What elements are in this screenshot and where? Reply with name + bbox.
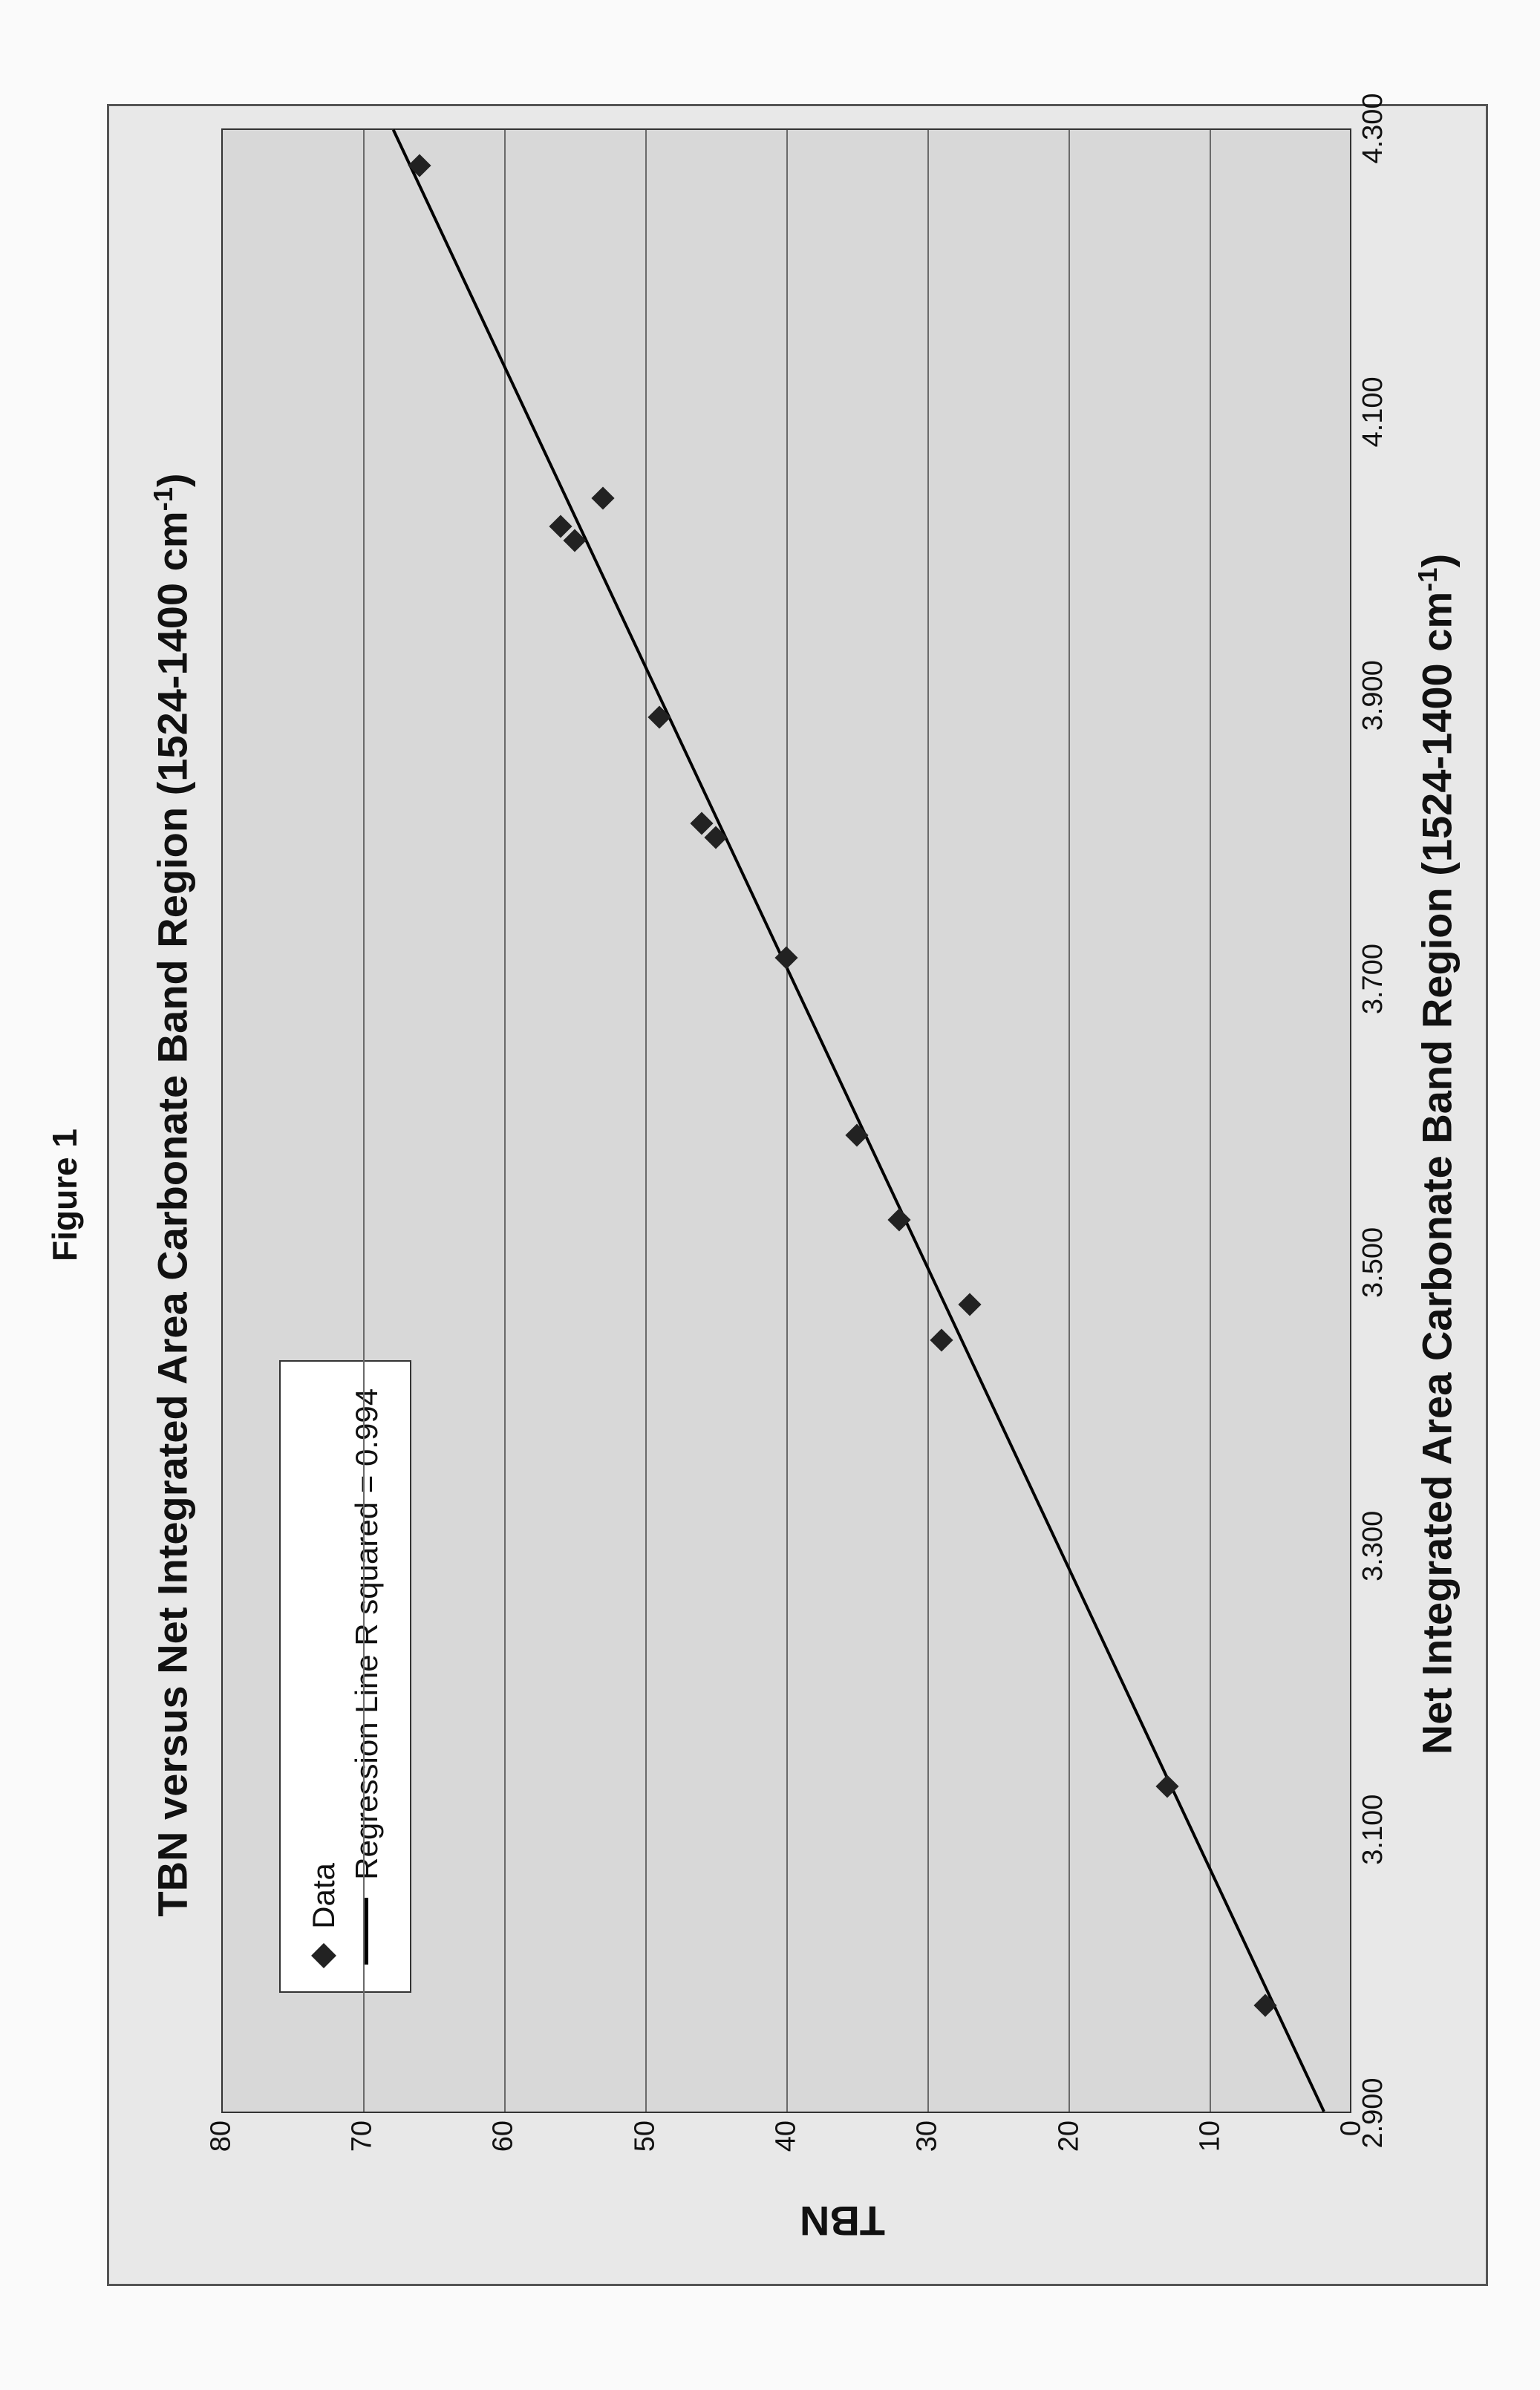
x-tick-label: 4.100 [1357,376,1389,447]
gridline [1210,130,1211,2112]
x-tick-label: 3.500 [1357,1227,1389,1298]
data-point [958,1293,981,1316]
x-tick-label: 3.300 [1357,1511,1389,1581]
gridline [786,130,788,2112]
x-tick-label: 2.900 [1357,2077,1389,2148]
plot-and-yticks: 01020304050607080 Data Regre [221,128,1352,2180]
plot-area: Data Regression Line R squared = 0.994 [221,128,1352,2113]
chart-title: TBN versus Net Integrated Area Carbonate… [146,143,199,2247]
gridline [504,130,506,2112]
x-axis-label: Net Integrated Area Carbonate Band Regio… [1411,128,1464,2180]
gridline [927,130,929,2112]
legend: Data Regression Line R squared = 0.994 [279,1360,411,1993]
y-axis-label-wrap: TBN [221,2180,1464,2262]
y-tick-label: 20 [1053,2120,1085,2152]
y-tick-label: 40 [771,2120,803,2152]
chart-frame: TBN versus Net Integrated Area Carbonate… [107,104,1488,2286]
x-tick-label: 4.300 [1357,93,1389,163]
y-tick-label: 70 [346,2120,378,2152]
x-tick-label: 3.900 [1357,660,1389,731]
plot-column: 01020304050607080 Data Regre [221,128,1464,2180]
legend-data-label: Data [306,1863,342,1929]
y-tick-label: 60 [488,2120,520,2152]
data-point [648,706,671,729]
legend-regression-label: Regression Line R squared = 0.994 [349,1388,385,1880]
legend-row-regression: Regression Line R squared = 0.994 [349,1388,385,1965]
gridline [363,130,365,2112]
y-tick-column: 01020304050607080 [221,2113,1352,2180]
y-tick-label: 80 [205,2120,237,2152]
data-point [930,1328,953,1351]
y-axis-label: TBN [800,2197,885,2245]
x-tick-label: 3.100 [1357,1795,1389,1865]
y-tick-label: 50 [629,2120,661,2152]
figure-label: Figure 1 [45,104,85,2286]
y-tick-label: 30 [912,2120,944,2152]
data-point [592,486,615,509]
gridline [645,130,647,2112]
diamond-marker-icon [311,1943,336,1968]
line-icon [365,1898,368,1965]
data-point [845,1123,868,1146]
regression-line [392,129,1325,2112]
gridline [1068,130,1070,2112]
x-tick-label: 3.700 [1357,944,1389,1014]
data-point [1254,1994,1277,2017]
legend-row-data: Data [306,1388,342,1965]
y-tick-label: 10 [1195,2120,1227,2152]
x-tick-row: 2.9003.1003.3003.5003.7003.9004.1004.300 [1351,128,1403,2113]
chart-body: TBN 01020304050607080 Data [221,128,1464,2262]
